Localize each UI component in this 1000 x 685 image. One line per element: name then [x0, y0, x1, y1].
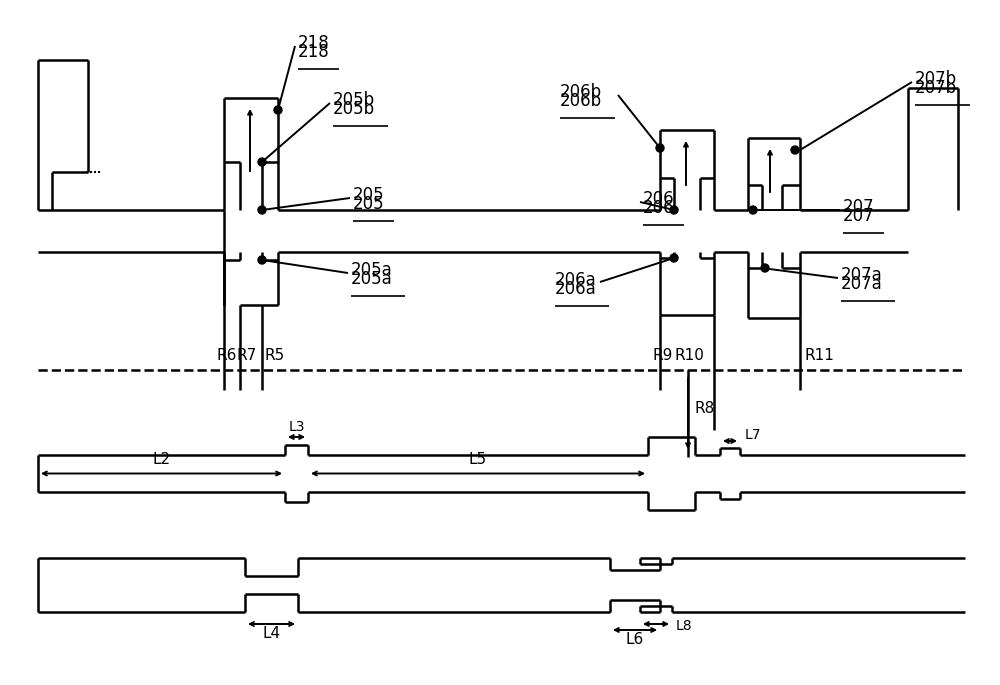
Text: 207a: 207a: [841, 275, 883, 293]
Text: 205a: 205a: [351, 270, 393, 288]
Text: 206a: 206a: [555, 271, 597, 289]
Text: 205a: 205a: [351, 261, 393, 279]
Text: 205b: 205b: [333, 91, 375, 109]
Circle shape: [258, 158, 266, 166]
Text: 206b: 206b: [560, 92, 602, 110]
Text: 205: 205: [353, 186, 385, 204]
Text: 207: 207: [843, 207, 875, 225]
Circle shape: [791, 146, 799, 154]
Text: 207b: 207b: [915, 70, 957, 88]
Text: R5: R5: [264, 347, 284, 362]
Text: R9: R9: [652, 347, 672, 362]
Text: 218: 218: [298, 34, 330, 52]
Circle shape: [761, 264, 769, 272]
Text: 206: 206: [643, 190, 675, 208]
Circle shape: [258, 206, 266, 214]
Text: R7: R7: [236, 347, 256, 362]
Text: L2: L2: [152, 452, 171, 467]
Text: 218: 218: [298, 43, 330, 61]
Text: 206: 206: [643, 199, 675, 217]
Text: L6: L6: [626, 632, 644, 647]
Circle shape: [670, 254, 678, 262]
Text: 207b: 207b: [915, 79, 957, 97]
Circle shape: [656, 144, 664, 152]
Text: 207a: 207a: [841, 266, 883, 284]
Text: L4: L4: [262, 627, 281, 641]
Text: L7: L7: [745, 428, 762, 442]
Text: L8: L8: [676, 619, 693, 633]
Text: R8: R8: [694, 401, 714, 416]
Text: R11: R11: [804, 347, 834, 362]
Text: R6: R6: [216, 347, 236, 362]
Text: R10: R10: [674, 347, 704, 362]
Circle shape: [274, 106, 282, 114]
Text: 206a: 206a: [555, 280, 597, 298]
Text: L3: L3: [288, 420, 305, 434]
Text: 205: 205: [353, 195, 385, 213]
Text: 207: 207: [843, 198, 875, 216]
Circle shape: [670, 206, 678, 214]
Circle shape: [749, 206, 757, 214]
Circle shape: [258, 256, 266, 264]
Text: 206b: 206b: [560, 83, 602, 101]
Text: L5: L5: [469, 452, 487, 467]
Text: 205b: 205b: [333, 100, 375, 118]
